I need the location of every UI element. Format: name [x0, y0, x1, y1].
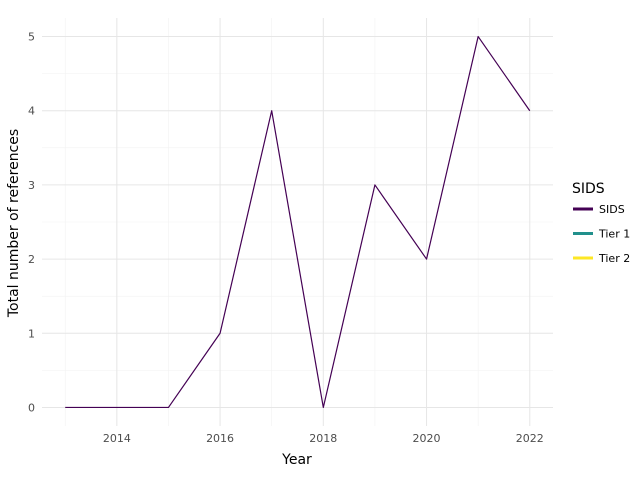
y-tick-label: 1	[28, 327, 35, 340]
y-axis-title: Total number of references	[6, 129, 22, 318]
legend-label: SIDS	[599, 203, 625, 216]
grid	[42, 18, 553, 426]
y-tick-label: 0	[28, 401, 35, 414]
y-tick-labels: 0 1 2 3 4 5	[28, 31, 35, 415]
x-tick-label: 2014	[103, 432, 131, 445]
x-tick-label: 2016	[206, 432, 234, 445]
legend: SIDS SIDS Tier 1 Tier 2	[572, 181, 630, 265]
y-tick-label: 2	[28, 253, 35, 266]
x-tick-labels: 2014 2016 2018 2020 2022	[103, 432, 544, 445]
x-axis-title: Year	[281, 452, 312, 468]
legend-label: Tier 1	[598, 228, 630, 241]
series-layer	[65, 35, 531, 409]
x-tick-label: 2022	[516, 432, 544, 445]
x-tick-label: 2018	[309, 432, 337, 445]
series-line-sids	[65, 35, 531, 409]
y-tick-label: 3	[28, 179, 35, 192]
y-tick-label: 5	[28, 31, 35, 44]
x-tick-label: 2020	[413, 432, 441, 445]
legend-label: Tier 2	[598, 252, 630, 265]
legend-title: SIDS	[572, 181, 605, 197]
y-tick-label: 4	[28, 105, 35, 118]
